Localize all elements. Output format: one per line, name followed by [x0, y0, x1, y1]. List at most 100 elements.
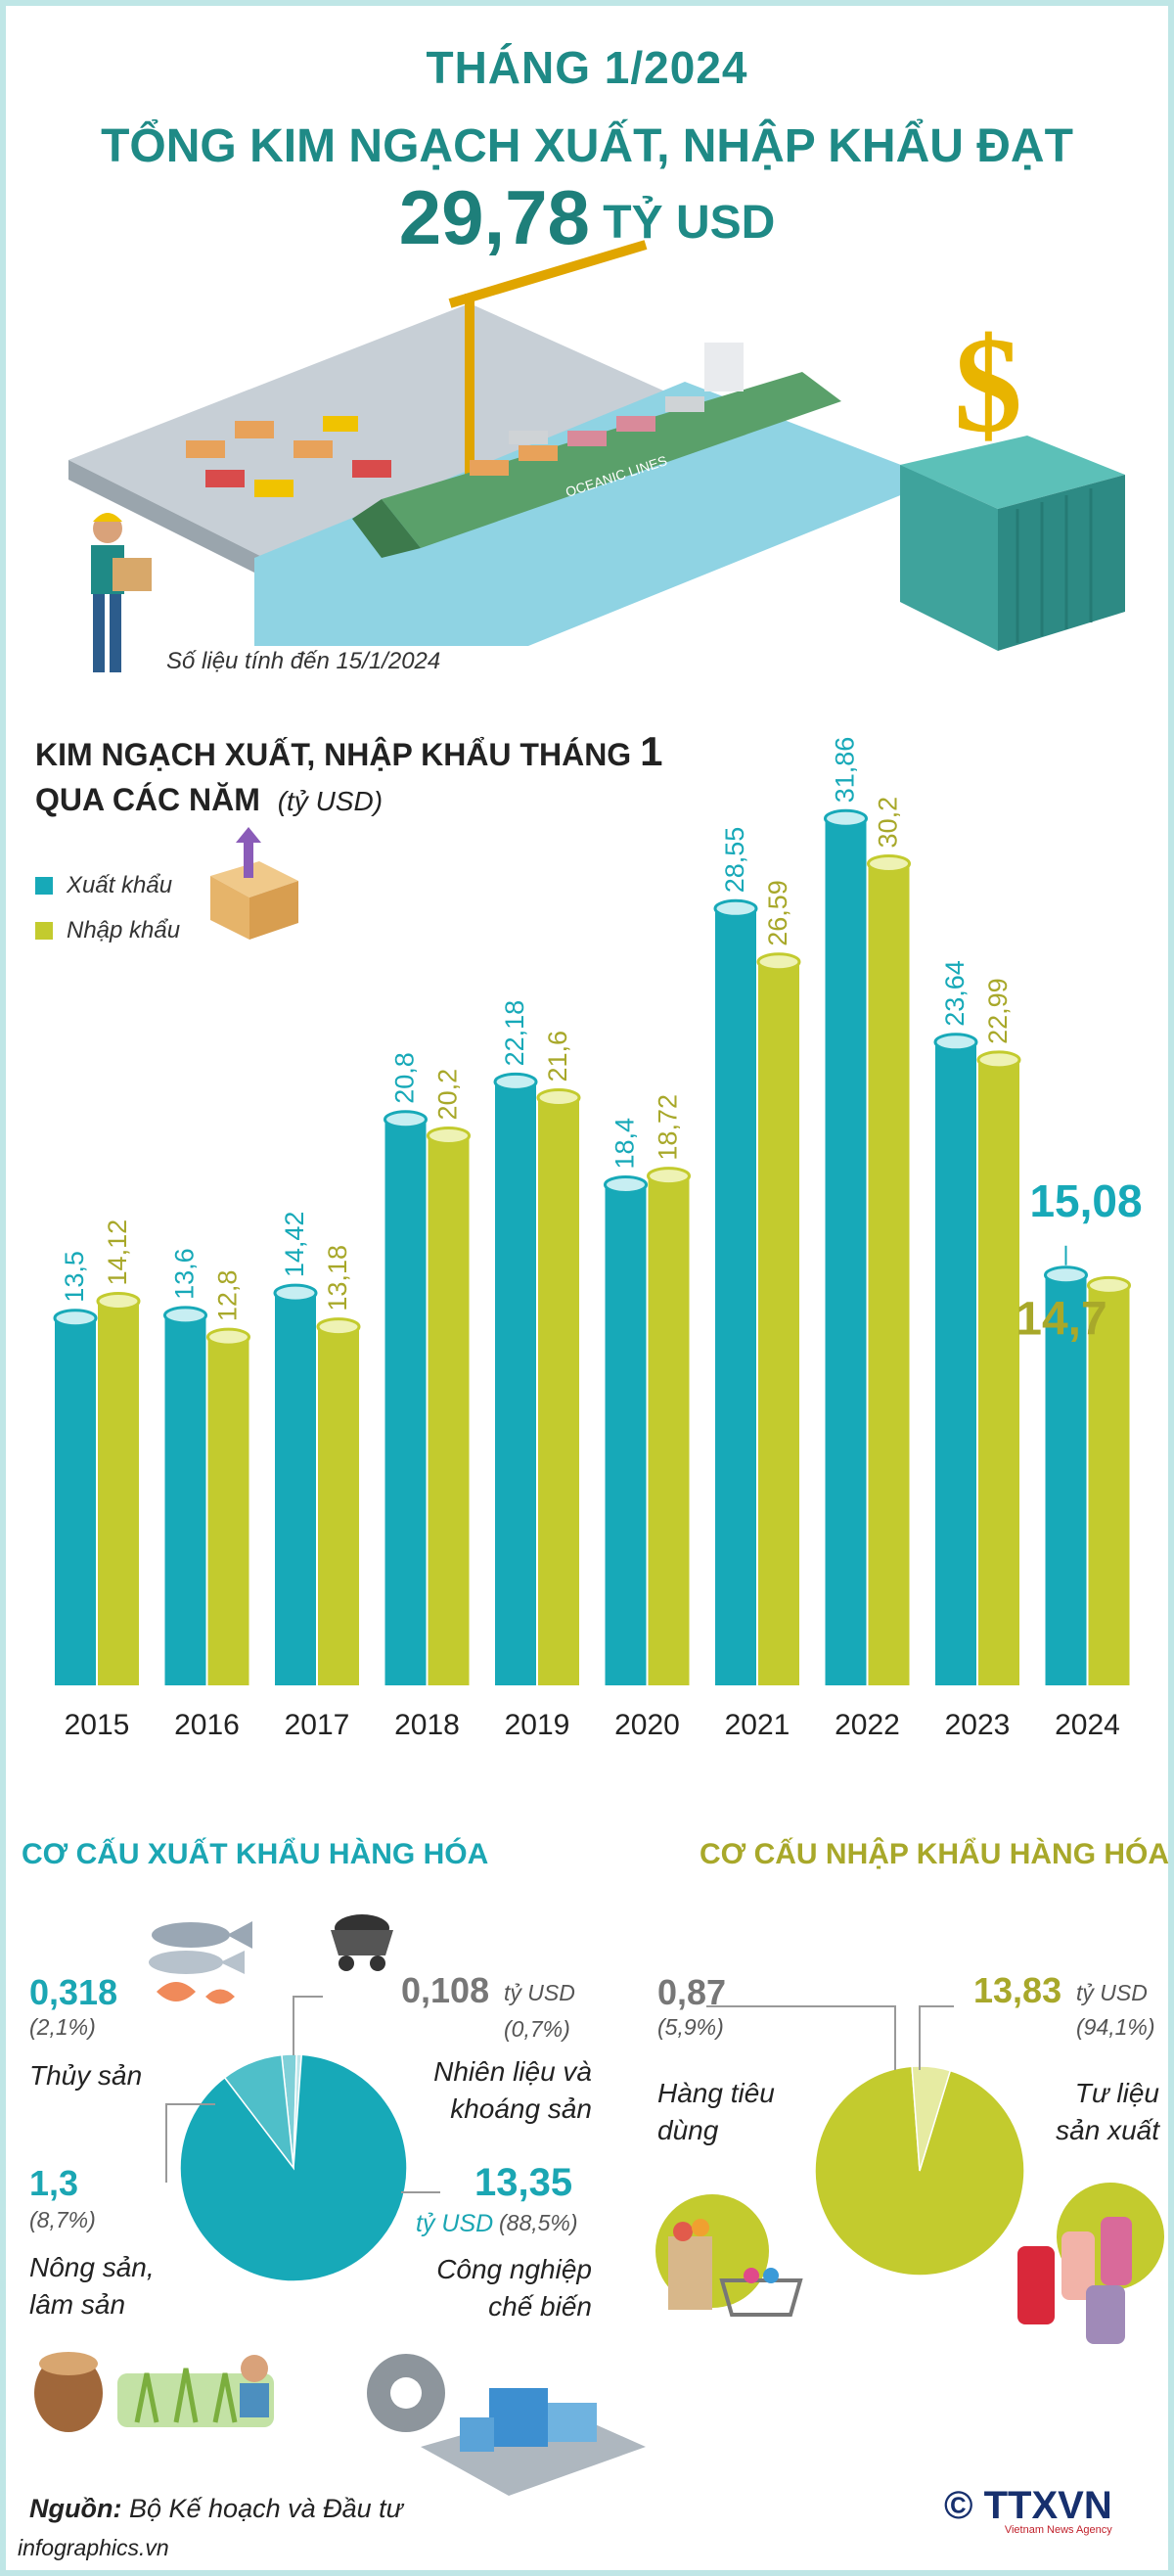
bar-export-2021 — [715, 908, 756, 1685]
fish-icon — [149, 1921, 252, 2004]
import-production-pct: (94,1%) — [1076, 2014, 1155, 2040]
bar-cap-import-2020 — [647, 1167, 691, 1186]
export-fuel-value: 0,108 — [401, 1970, 490, 2010]
chart-title-month: 1 — [640, 728, 663, 774]
import-consumer-value: 0,87 — [657, 1972, 727, 2012]
legend-swatch-import — [35, 922, 53, 940]
import-production-unit: tỷ USD — [1076, 1980, 1148, 2005]
bar-cap-export-2020 — [604, 1174, 648, 1194]
import-consumer-pct: (5,9%) — [657, 2014, 724, 2040]
data-label-import-2015: 14,12 — [103, 1219, 132, 1286]
bar-cap-import-2016 — [206, 1327, 250, 1347]
bar-cap-export-2015 — [53, 1309, 98, 1328]
coal-cart-icon — [331, 1914, 393, 1971]
thread-spools-icon — [1017, 2183, 1164, 2344]
worker-icon — [91, 513, 152, 672]
website-link[interactable]: infographics.vn — [18, 2535, 169, 2560]
source-line: Nguồn: Bộ Kế hoạch và Đầu tư — [29, 2494, 403, 2524]
bar-export-2024 — [1045, 1274, 1087, 1685]
bar-cap-import-2019 — [536, 1088, 581, 1108]
x-tick-2023: 2023 — [945, 1709, 1011, 1741]
bar-cap-export-2017 — [273, 1283, 318, 1303]
export-processing-unit: tỷ USD — [416, 2210, 494, 2237]
source-label: Nguồn: — [29, 2494, 122, 2523]
bar-import-2016 — [207, 1337, 249, 1685]
chart-title-text: KIM NGẠCH XUẤT, NHẬP KHẨU THÁNG — [35, 737, 632, 772]
grocery-basket-icon — [655, 2194, 803, 2317]
x-tick-2020: 2020 — [614, 1709, 680, 1741]
data-label-import-2020: 18,72 — [654, 1094, 683, 1161]
bar-export-2019 — [495, 1081, 536, 1685]
import-pie-slices — [814, 2065, 1025, 2277]
bar-chart: 13,5 14,12 13,6 12,8 14,42 13,18 20,8 20,2 22,18… — [53, 737, 1143, 1741]
export-fuel-unit: tỷ USD — [504, 1980, 575, 2005]
legend-label-export: Xuất khẩu — [67, 872, 173, 898]
import-leader-lines — [706, 2005, 954, 2070]
port-illustration: OCEANIC LINES — [68, 240, 939, 646]
data-label-import-2017: 13,18 — [323, 1245, 352, 1311]
export-agri-label: Nông sản, lâm sản — [29, 2252, 155, 2320]
bar-import-2022 — [868, 863, 910, 1685]
box-icon — [210, 827, 298, 940]
export-seafood-value: 0,318 — [29, 1972, 118, 2012]
export-pie-slice-3 — [223, 2053, 295, 2171]
x-tick-2016: 2016 — [174, 1709, 240, 1741]
page-subtitle: TỔNG KIM NGẠCH XUẤT, NHẬP KHẨU ĐẠT 29,78… — [0, 119, 1174, 262]
import-pie-chart — [814, 2065, 1025, 2277]
chart-unit: (tỷ USD) — [277, 786, 384, 816]
bar-export-2017 — [275, 1293, 316, 1685]
bar-cap-import-2024 — [1087, 1275, 1131, 1295]
source-text: Bộ Kế hoạch và Đầu tư — [128, 2494, 403, 2523]
data-label-export-2018: 20,8 — [390, 1052, 420, 1104]
data-label-import-2022: 30,2 — [874, 797, 903, 849]
forestry-icon — [34, 2352, 274, 2432]
chart-title-years: QUA CÁC NĂM — [35, 782, 260, 817]
bar-cap-export-2024 — [1044, 1265, 1088, 1285]
bar-cap-import-2017 — [316, 1317, 361, 1337]
data-label-export-2019: 22,18 — [500, 1000, 529, 1067]
bar-export-2022 — [825, 818, 867, 1685]
bar-cap-export-2016 — [163, 1306, 207, 1325]
bar-export-2023 — [935, 1041, 976, 1685]
bar-cap-export-2018 — [384, 1110, 428, 1129]
export-structure-title: CƠ CẤU XUẤT KHẨU HÀNG HÓA — [22, 1838, 489, 1870]
export-processing-pct: (88,5%) — [499, 2210, 578, 2235]
subtitle-text: TỔNG KIM NGẠCH XUẤT, NHẬP KHẨU ĐẠT — [101, 120, 1073, 172]
legend-swatch-export — [35, 877, 53, 895]
bar-import-2018 — [428, 1135, 470, 1685]
export-agri-value: 1,3 — [29, 2163, 79, 2203]
data-label-import-2023: 22,99 — [983, 978, 1013, 1044]
page-title: THÁNG 1/2024 — [426, 42, 748, 93]
bar-export-2020 — [605, 1184, 647, 1685]
bar-cap-import-2021 — [756, 952, 801, 972]
dollar-sign: $ — [954, 309, 1022, 461]
legend-item-export: Xuất khẩu — [35, 863, 180, 908]
export-fuel-pct: (0,7%) — [504, 2016, 570, 2042]
export-processing-value: 13,35 — [474, 2161, 573, 2204]
data-label-import-2016: 12,8 — [213, 1270, 243, 1322]
bar-cap-export-2022 — [824, 808, 868, 828]
x-tick-2024: 2024 — [1055, 1709, 1120, 1741]
data-label-import-2019: 21,6 — [543, 1031, 572, 1082]
legend-label-import: Nhập khẩu — [67, 917, 181, 943]
bar-export-2018 — [384, 1119, 427, 1685]
bar-import-2024 — [1088, 1285, 1130, 1685]
x-tick-2022: 2022 — [835, 1709, 900, 1741]
bar-import-2017 — [318, 1326, 359, 1685]
bar-import-2020 — [648, 1175, 690, 1685]
export-leader-lines — [165, 1996, 440, 2193]
data-label-export-2015: 13,5 — [60, 1251, 89, 1303]
x-tick-2021: 2021 — [725, 1709, 790, 1741]
bar-import-2021 — [758, 961, 799, 1685]
bar-import-2023 — [978, 1059, 1019, 1685]
logo-subtext: Vietnam News Agency — [1004, 2524, 1112, 2536]
ttxvn-logo: © TTXVN Vietnam News Agency — [944, 2484, 1112, 2536]
x-tick-2019: 2019 — [505, 1709, 570, 1741]
bar-import-2019 — [538, 1097, 579, 1685]
data-label-export-2017: 14,42 — [280, 1212, 309, 1278]
import-production-label: Tư liệu sản xuất — [1056, 2078, 1159, 2145]
data-label-export-2016: 13,6 — [170, 1248, 200, 1300]
x-tick-2017: 2017 — [285, 1709, 350, 1741]
bar-cap-import-2023 — [976, 1050, 1021, 1070]
